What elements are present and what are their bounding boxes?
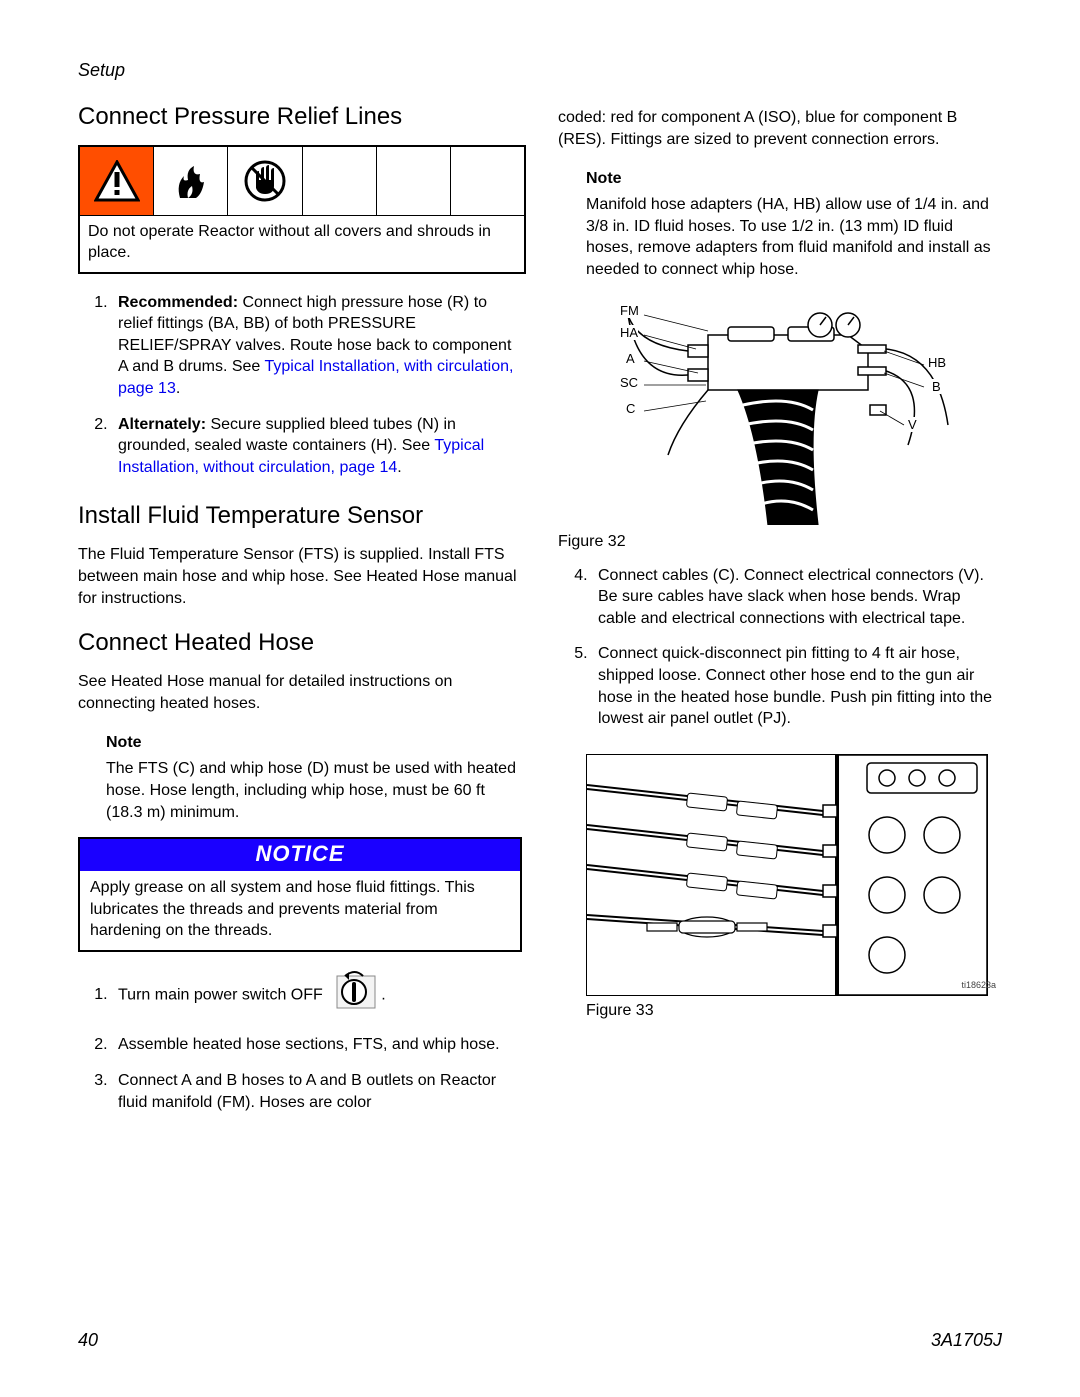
list-item: Connect A and B hoses to A and B outlets… <box>112 1070 522 1113</box>
warning-box: Do not operate Reactor without all cover… <box>78 145 526 274</box>
note-title: Note <box>586 170 1002 188</box>
color-code-paragraph: coded: red for component A (ISO), blue f… <box>558 107 1002 150</box>
heated-hose-paragraph: See Heated Hose manual for detailed inst… <box>78 671 522 714</box>
pressure-relief-steps: Recommended: Connect high pressure hose … <box>78 292 522 479</box>
label-sc: SC <box>620 375 638 390</box>
list-item: Recommended: Connect high pressure hose … <box>112 292 522 400</box>
label-hb: HB <box>928 355 946 370</box>
label-c: C <box>626 401 635 416</box>
figure-33-diagram: ti18623a <box>586 754 1002 994</box>
notice-body: Apply grease on all system and hose flui… <box>80 871 520 950</box>
heading-pressure-relief: Connect Pressure Relief Lines <box>78 103 522 131</box>
warning-text: Do not operate Reactor without all cover… <box>80 215 524 272</box>
left-column: Connect Pressure Relief Lines <box>78 103 522 1137</box>
notice-header: NOTICE <box>80 839 520 871</box>
art-id: ti18623a <box>961 980 996 990</box>
notice-box: NOTICE Apply grease on all system and ho… <box>78 837 522 952</box>
heading-fts: Install Fluid Temperature Sensor <box>78 502 522 530</box>
label-a: A <box>626 351 635 366</box>
figure-33-caption: Figure 33 <box>586 1002 1002 1020</box>
heated-hose-steps: Turn main power switch OFF . Assemble he… <box>78 970 522 1113</box>
note-title: Note <box>106 734 522 752</box>
note-text: Manifold hose adapters (HA, HB) allow us… <box>586 194 1002 280</box>
figure-32-diagram: FM HA A SC C HB B V <box>558 295 1002 525</box>
label-fm: FM <box>620 303 639 318</box>
list-item: Connect quick-disconnect pin fitting to … <box>592 643 1002 729</box>
list-item: Assemble heated hose sections, FTS, and … <box>112 1034 522 1056</box>
list-item: Alternately: Secure supplied bleed tubes… <box>112 414 522 479</box>
heated-hose-steps-cont: Connect cables (C). Connect electrical c… <box>558 565 1002 730</box>
right-column: coded: red for component A (ISO), blue f… <box>558 103 1002 1137</box>
note-text: The FTS (C) and whip hose (D) must be us… <box>106 758 522 823</box>
note-block-1: Note The FTS (C) and whip hose (D) must … <box>78 734 522 823</box>
no-hand-icon <box>228 147 302 215</box>
label-v: V <box>908 417 917 432</box>
list-item: Connect cables (C). Connect electrical c… <box>592 565 1002 630</box>
fire-hazard-icon <box>154 147 228 215</box>
fts-paragraph: The Fluid Temperature Sensor (FTS) is su… <box>78 544 522 609</box>
warning-triangle-icon <box>80 147 154 215</box>
list-item: Turn main power switch OFF . <box>112 970 522 1021</box>
label-b: B <box>932 379 941 394</box>
note-block-2: Note Manifold hose adapters (HA, HB) all… <box>558 170 1002 280</box>
doc-number: 3A1705J <box>931 1330 1002 1351</box>
heading-heated-hose: Connect Heated Hose <box>78 629 522 657</box>
header-section: Setup <box>78 60 1002 81</box>
page-number: 40 <box>78 1330 98 1351</box>
label-ha: HA <box>620 325 638 340</box>
power-switch-icon <box>331 970 381 1021</box>
figure-32-caption: Figure 32 <box>558 533 1002 551</box>
